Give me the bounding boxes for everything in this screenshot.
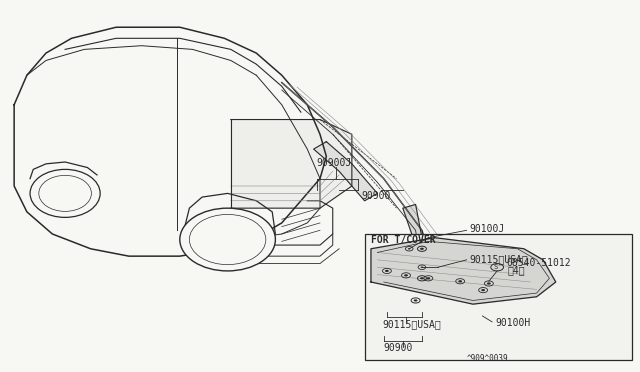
Text: ^909^0039: ^909^0039 (467, 355, 508, 363)
Polygon shape (403, 205, 435, 311)
Text: 90900J: 90900J (317, 158, 352, 168)
Polygon shape (231, 119, 352, 208)
Circle shape (413, 299, 417, 302)
Text: 90900: 90900 (384, 343, 413, 353)
Circle shape (458, 280, 462, 282)
Circle shape (481, 289, 485, 291)
Circle shape (408, 248, 410, 250)
Text: 90100J: 90100J (470, 224, 505, 234)
Text: FOR T/COVER: FOR T/COVER (371, 235, 436, 245)
Circle shape (420, 266, 423, 268)
Ellipse shape (180, 208, 275, 271)
Polygon shape (371, 238, 556, 304)
Ellipse shape (30, 169, 100, 217)
Circle shape (420, 277, 424, 279)
Text: 90900: 90900 (362, 191, 391, 201)
FancyBboxPatch shape (365, 234, 632, 359)
Text: S: S (494, 264, 498, 270)
Text: 90100H: 90100H (495, 318, 531, 328)
Text: 08540-51012: 08540-51012 (506, 259, 571, 269)
Circle shape (487, 282, 491, 285)
Text: 90115〈USA〉: 90115〈USA〉 (383, 319, 441, 329)
Circle shape (385, 270, 389, 272)
Polygon shape (314, 142, 378, 201)
Text: 〈4〉: 〈4〉 (508, 265, 525, 275)
Text: 90115〈USA〉: 90115〈USA〉 (470, 254, 529, 264)
Circle shape (420, 248, 424, 250)
Circle shape (404, 274, 408, 276)
Circle shape (426, 277, 430, 279)
